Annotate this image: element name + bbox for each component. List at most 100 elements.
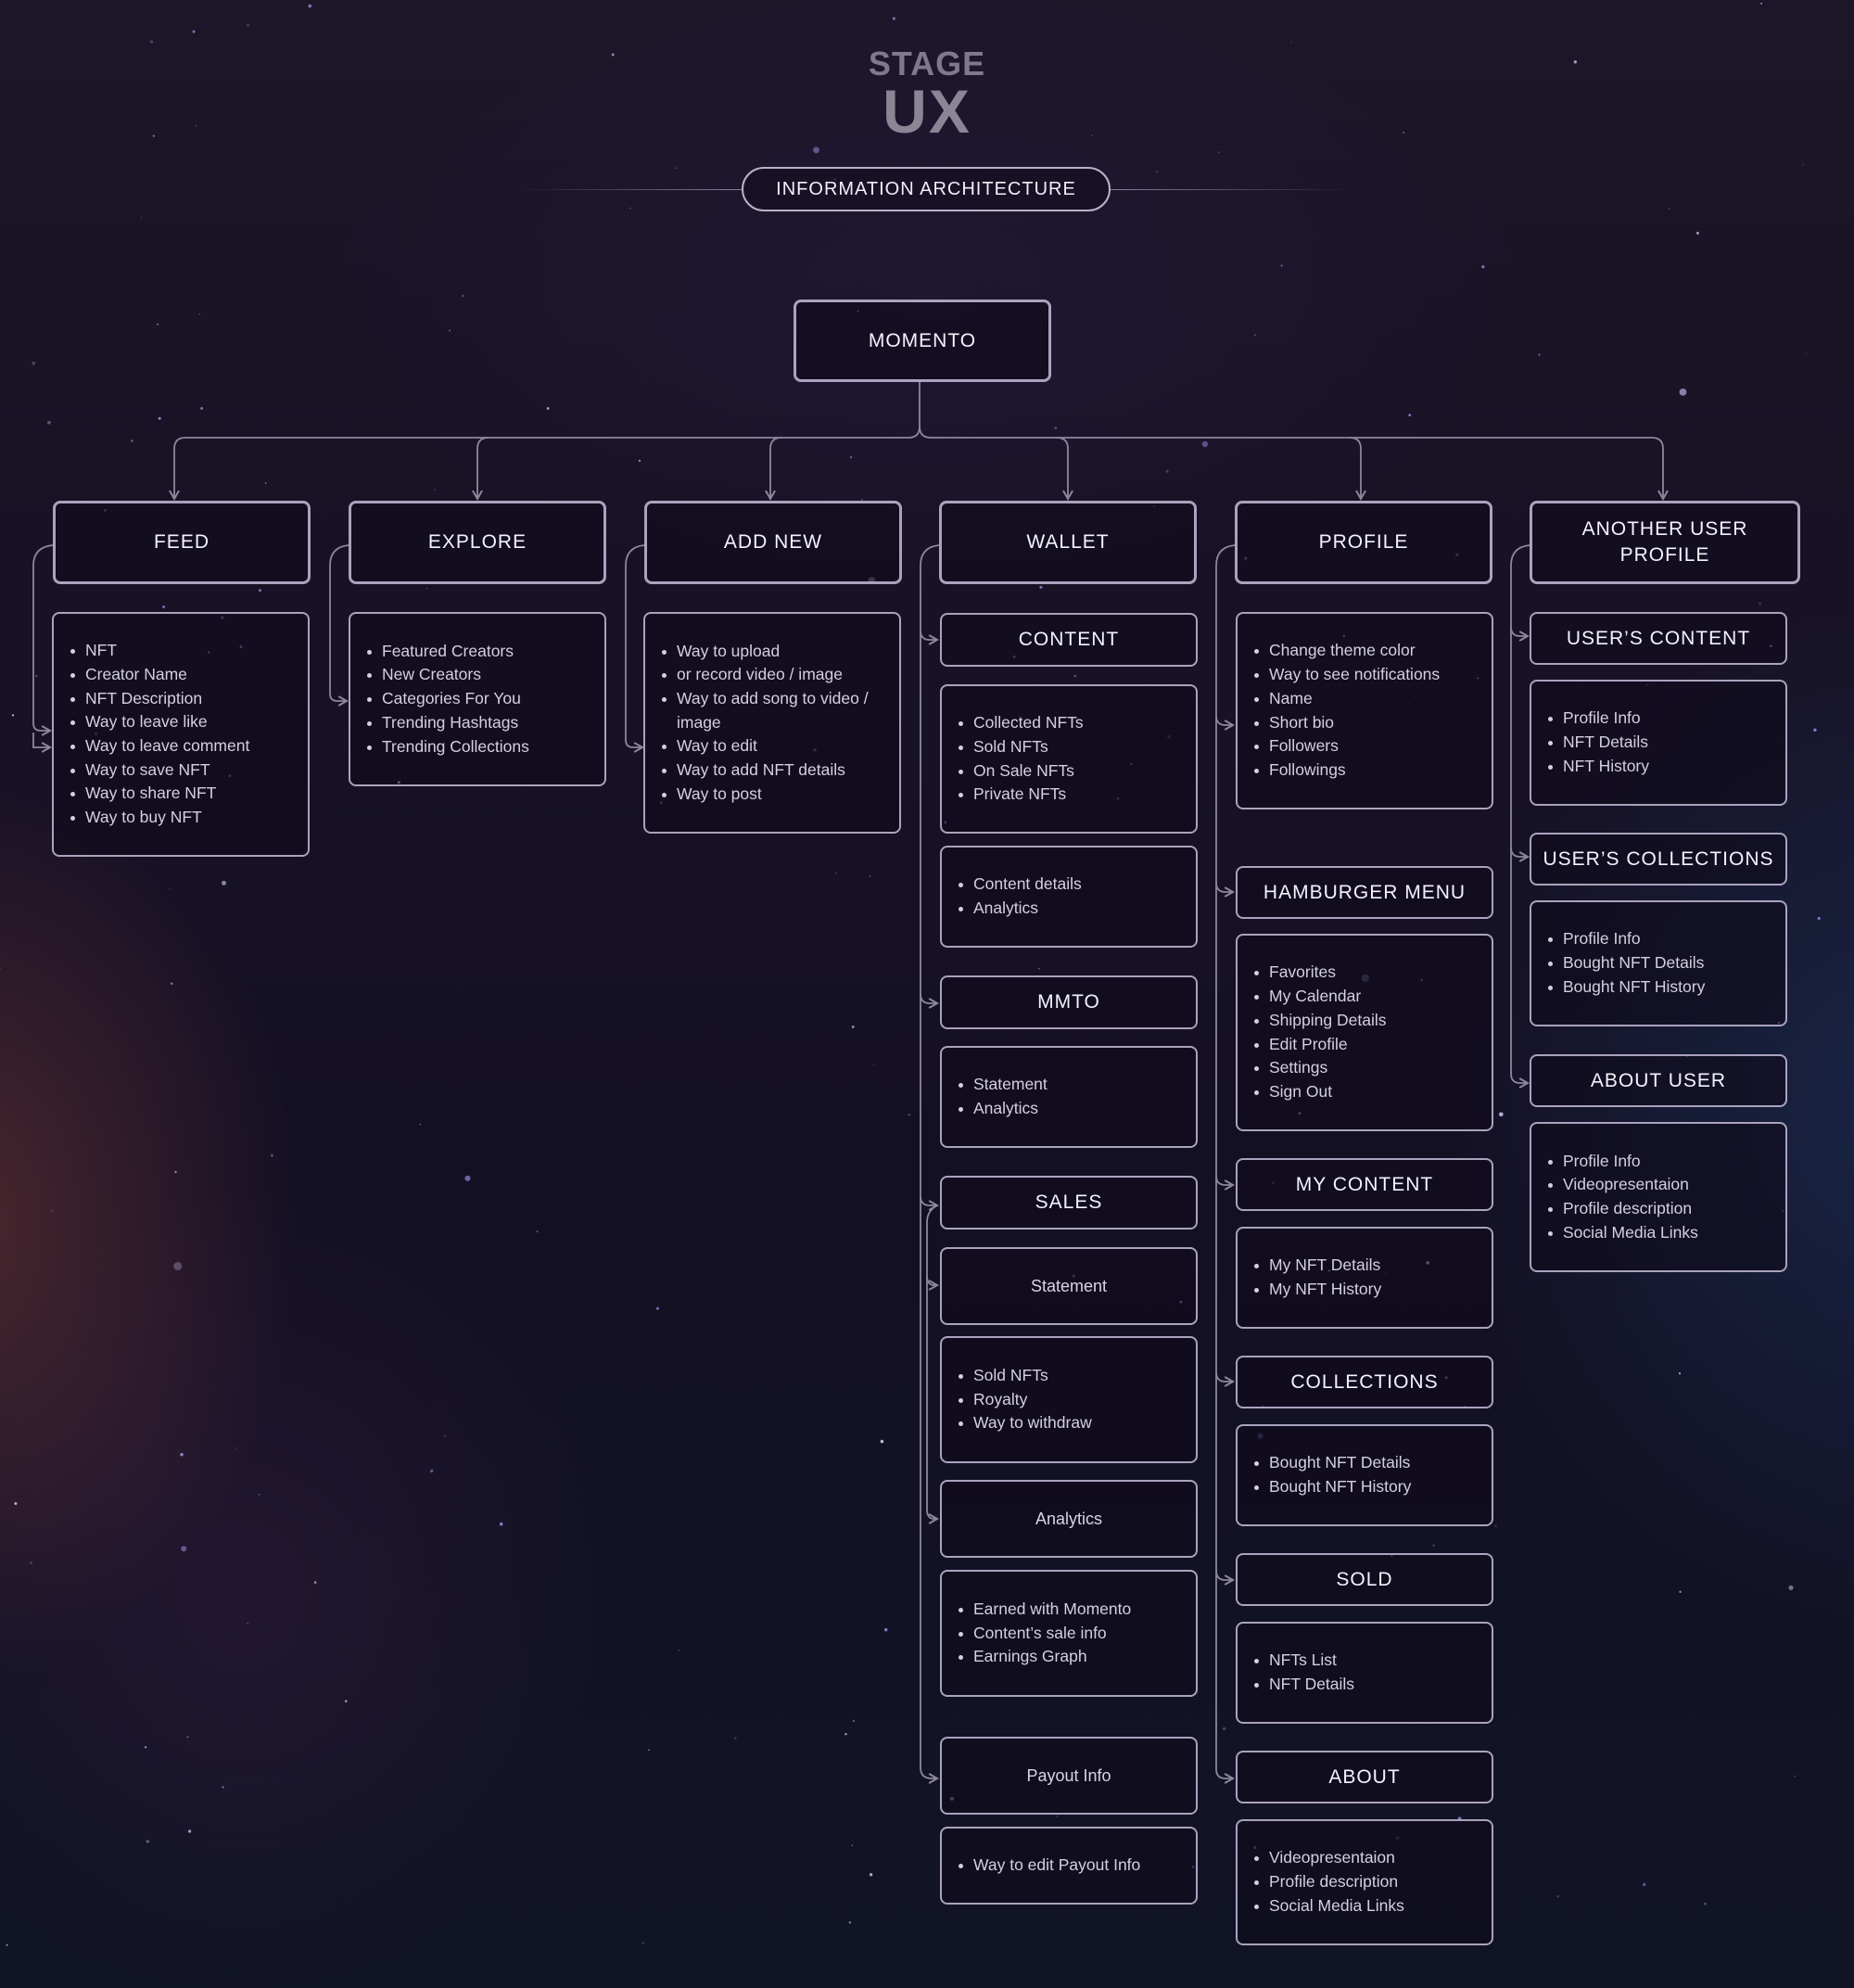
list-item: Way to add song to video / image [662, 687, 890, 734]
list-item: Sign Out [1253, 1080, 1386, 1104]
stage-label: STAGE [868, 45, 986, 83]
users-content-header: USER’S CONTENT [1530, 612, 1787, 665]
list-item: Royalty [959, 1388, 1092, 1412]
list-item: New Creators [367, 663, 529, 687]
explore-list: Featured Creators New Creators Categories … [349, 612, 606, 786]
hamburger-menu-header: HAMBURGER MENU [1236, 866, 1493, 919]
list-item: NFT History [1547, 755, 1649, 779]
list-item: Profile Info [1547, 707, 1649, 731]
list-item: Categories For You [367, 687, 529, 711]
list-item: Favorites [1253, 961, 1386, 985]
list-item: Analytics [959, 1097, 1048, 1121]
collections-list: Bought NFT Details Bought NFT History [1236, 1424, 1493, 1526]
list-item: Edit Profile [1253, 1033, 1386, 1057]
list-item: Way to post [662, 783, 890, 807]
list-item: On Sale NFTs [959, 759, 1084, 784]
node-profile: PROFILE [1235, 501, 1492, 584]
users-content-list: Profile Info NFT Details NFT History [1530, 680, 1787, 806]
list-item: Videopresentaion [1548, 1173, 1698, 1197]
list-item: Earnings Graph [958, 1645, 1131, 1669]
list-item: Bought NFT Details [1547, 951, 1705, 975]
wallet-mmto-list: Statement Analytics [940, 1046, 1198, 1148]
list-item: Way to buy NFT [70, 806, 249, 830]
sales-payout-list: Way to edit Payout Info [940, 1827, 1198, 1905]
sales-statement-list: Sold NFTs Royalty Way to withdraw [940, 1336, 1198, 1463]
list-item: NFT Details [1547, 731, 1649, 755]
about-user-list: Profile Info Videopresentaion Profile desc… [1530, 1122, 1787, 1272]
users-collections-list: Profile Info Bought NFT Details Bought NFT… [1530, 900, 1787, 1026]
node-add-new: ADD NEW [644, 501, 902, 584]
list-item: Followers [1253, 734, 1440, 758]
list-item: Way to edit [662, 734, 890, 758]
list-item: NFTs List [1253, 1649, 1354, 1673]
list-item: My NFT Details [1253, 1254, 1381, 1278]
sales-analytics-list: Earned with Momento Content’s sale info Ea… [940, 1570, 1198, 1697]
ux-label: UX [883, 77, 971, 146]
list-item: Change theme color [1253, 639, 1440, 663]
sales-statement-box: Statement [940, 1247, 1198, 1325]
list-item: Way to leave like [70, 710, 249, 734]
list-item: NFT [70, 639, 249, 663]
wallet-content-list: Collected NFTs Sold NFTs On Sale NFTs Priva… [940, 684, 1198, 834]
about-user-header: ABOUT USER [1530, 1054, 1787, 1107]
list-item: My NFT History [1253, 1278, 1381, 1302]
list-item: Profile description [1254, 1870, 1404, 1894]
list-item: or record video / image [662, 663, 890, 687]
list-item: Earned with Momento [958, 1598, 1131, 1622]
list-item: Short bio [1253, 711, 1440, 735]
list-item: Way to edit Payout Info [958, 1854, 1140, 1878]
node-feed: FEED [53, 501, 311, 584]
list-item: Settings [1253, 1056, 1386, 1080]
list-item: Collected NFTs [959, 711, 1084, 735]
node-another-user-profile: ANOTHER USER PROFILE [1530, 501, 1800, 584]
list-item: Trending Collections [367, 735, 529, 759]
list-item: Trending Hashtags [367, 711, 529, 735]
list-item: NFT Details [1253, 1673, 1354, 1697]
list-item: Content’s sale info [958, 1622, 1131, 1646]
list-item: Profile Info [1547, 927, 1705, 951]
my-content-list: My NFT Details My NFT History [1236, 1227, 1493, 1329]
wallet-mmto-header: MMTO [940, 975, 1198, 1029]
title-line-right [1111, 189, 1352, 190]
list-item: Social Media Links [1254, 1894, 1404, 1918]
root-node-momento: MOMENTO [794, 299, 1051, 382]
list-item: Analytics [959, 897, 1082, 921]
list-item: Way to save NFT [70, 758, 249, 783]
sales-payout-box: Payout Info [940, 1737, 1198, 1815]
list-item: My Calendar [1253, 985, 1386, 1009]
list-item: Social Media Links [1548, 1221, 1698, 1245]
node-wallet: WALLET [939, 501, 1197, 584]
list-item: Sold NFTs [959, 1364, 1092, 1388]
list-item: Sold NFTs [959, 735, 1084, 759]
hamburger-menu-list: Favorites My Calendar Shipping Details Edit… [1236, 934, 1493, 1131]
list-item: Private NFTs [959, 783, 1084, 807]
list-item: Profile description [1548, 1197, 1698, 1221]
collections-header: COLLECTIONS [1236, 1356, 1493, 1408]
users-collections-header: USER’S COLLECTIONS [1530, 833, 1787, 886]
list-item: Way to see notifications [1253, 663, 1440, 687]
add-new-list: Way to upload or record video / image Way … [643, 612, 901, 834]
list-item: Profile Info [1548, 1150, 1698, 1174]
list-item: Name [1253, 687, 1440, 711]
list-item: Bought NFT History [1547, 975, 1705, 1000]
list-item: Way to withdraw [959, 1411, 1092, 1435]
list-item: Way to add NFT details [662, 758, 890, 783]
section-title-pill: INFORMATION ARCHITECTURE [742, 167, 1111, 211]
list-item: Way to share NFT [70, 782, 249, 806]
list-item: Bought NFT Details [1253, 1451, 1411, 1475]
list-item: Followings [1253, 758, 1440, 783]
list-item: Statement [959, 1073, 1048, 1097]
list-item: Creator Name [70, 663, 249, 687]
title-line-left [519, 189, 742, 190]
about-header: ABOUT [1236, 1751, 1493, 1803]
wallet-content-details-list: Content details Analytics [940, 846, 1198, 948]
about-list: Videopresentaion Profile description Socia… [1236, 1819, 1493, 1945]
list-item: Way to upload [662, 640, 890, 664]
feed-list: NFT Creator Name NFT Description Way to lea… [52, 612, 310, 857]
list-item: Bought NFT History [1253, 1475, 1411, 1499]
list-item: Content details [959, 873, 1082, 897]
list-item: Featured Creators [367, 640, 529, 664]
wallet-sales-header: SALES [940, 1176, 1198, 1230]
wallet-content-header: CONTENT [940, 613, 1198, 667]
sales-analytics-box: Analytics [940, 1480, 1198, 1558]
